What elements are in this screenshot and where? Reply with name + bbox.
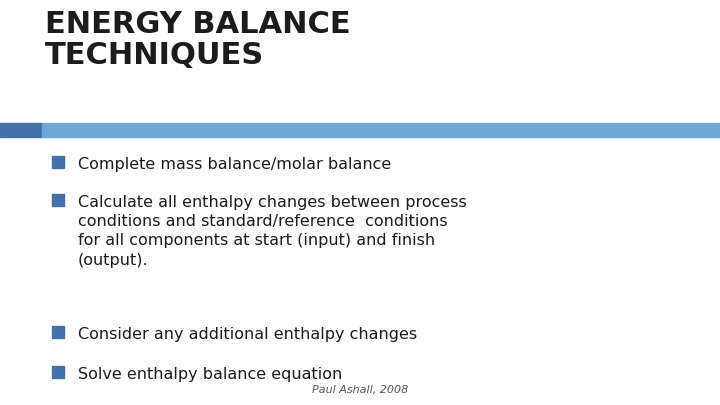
- Text: Calculate all enthalpy changes between process
conditions and standard/reference: Calculate all enthalpy changes between p…: [78, 195, 467, 268]
- Bar: [0, 123, 42, 137]
- Text: Solve enthalpy balance equation: Solve enthalpy balance equation: [78, 367, 342, 382]
- Bar: [52, 366, 64, 378]
- Text: Paul Ashall, 2008: Paul Ashall, 2008: [312, 385, 408, 395]
- Text: Consider any additional enthalpy changes: Consider any additional enthalpy changes: [78, 327, 417, 342]
- Bar: [42, 123, 720, 137]
- Bar: [52, 156, 64, 168]
- Bar: [52, 326, 64, 338]
- Text: ENERGY BALANCE
TECHNIQUES: ENERGY BALANCE TECHNIQUES: [45, 10, 351, 70]
- Text: Complete mass balance/molar balance: Complete mass balance/molar balance: [78, 157, 391, 172]
- Bar: [52, 194, 64, 206]
